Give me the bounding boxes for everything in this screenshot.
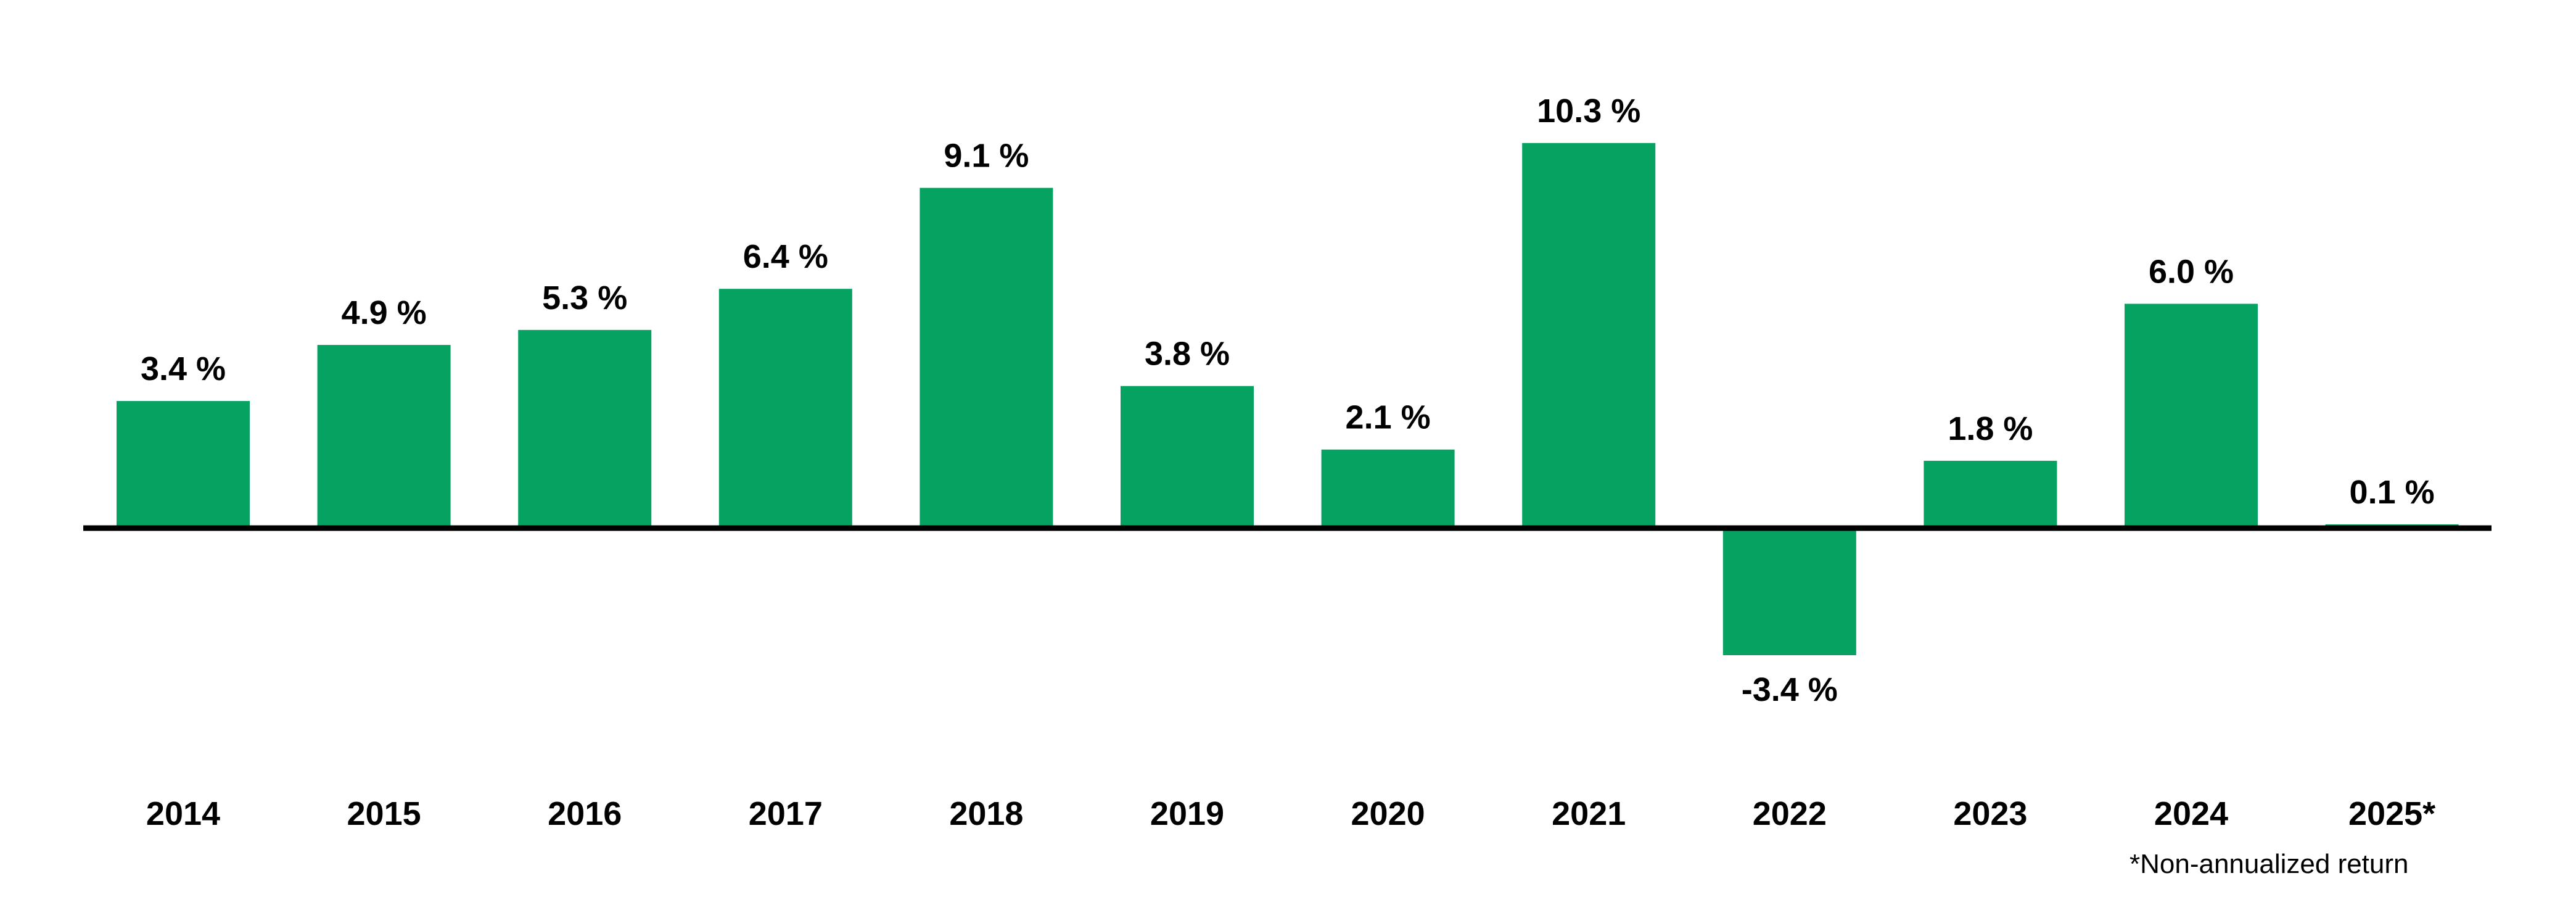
- value-label-2016: 5.3 %: [542, 279, 627, 316]
- category-label-2025: 2025*: [2348, 795, 2435, 832]
- bar-2018: [920, 188, 1053, 528]
- bar-2022: [1722, 528, 1856, 655]
- category-label-2019: 2019: [1150, 795, 1224, 832]
- value-label-2020: 2.1 %: [1346, 399, 1431, 436]
- category-label-2014: 2014: [146, 795, 220, 832]
- footnote: *Non-annualized return: [2130, 849, 2409, 879]
- bar-2023: [1924, 460, 2057, 528]
- value-label-2022: -3.4 %: [1742, 671, 1838, 708]
- value-label-2018: 9.1 %: [944, 138, 1029, 175]
- category-label-2020: 2020: [1351, 795, 1425, 832]
- value-labels-group: 3.4 % 4.9 % 5.3 % 6.4 % 9.1 % 3.8 % 2.1 % 10.3 …: [141, 93, 2435, 708]
- category-label-2016: 2016: [548, 795, 622, 832]
- bar-2014: [117, 401, 250, 528]
- value-label-2017: 6.4 %: [743, 238, 828, 275]
- category-label-2022: 2022: [1753, 795, 1827, 832]
- category-label-2018: 2018: [949, 795, 1023, 832]
- value-label-2024: 6.0 %: [2149, 253, 2234, 290]
- bar-2021: [1522, 143, 1656, 529]
- category-labels-group: 2014 2015 2016 2017 2018 2019 2020 2021 2022 2023…: [146, 795, 2435, 832]
- value-label-2021: 10.3 %: [1537, 93, 1640, 130]
- category-label-2017: 2017: [749, 795, 823, 832]
- value-label-2019: 3.8 %: [1145, 336, 1230, 373]
- category-label-2021: 2021: [1552, 795, 1626, 832]
- bar-2015: [317, 345, 451, 528]
- bar-2024: [2125, 304, 2258, 528]
- value-label-2015: 4.9 %: [342, 294, 427, 331]
- bar-2017: [718, 289, 852, 528]
- category-label-2024: 2024: [2154, 795, 2228, 832]
- value-label-2025: 0.1 %: [2350, 474, 2435, 511]
- bar-2016: [518, 329, 652, 528]
- bars-group: [117, 143, 2459, 655]
- bar-2020: [1321, 449, 1455, 528]
- value-label-2014: 3.4 %: [141, 350, 226, 387]
- category-label-2023: 2023: [1953, 795, 2027, 832]
- category-label-2015: 2015: [347, 795, 421, 832]
- bar-2019: [1121, 386, 1254, 528]
- value-label-2023: 1.8 %: [1948, 410, 2033, 447]
